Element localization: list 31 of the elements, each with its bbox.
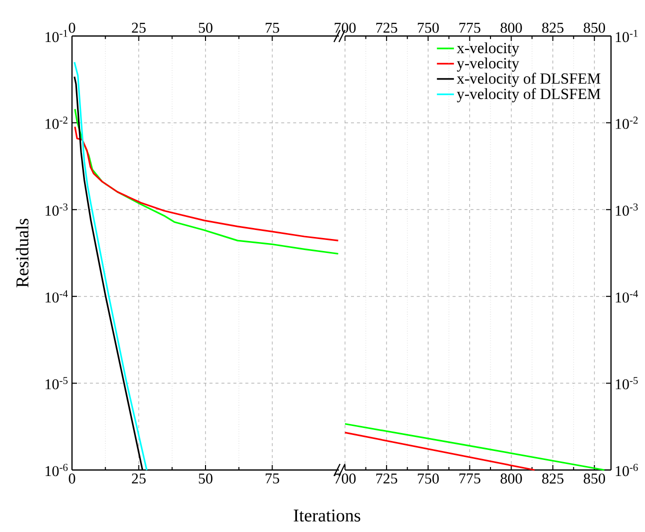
y2-tick-label: 10$^{-1}$ <box>616 30 638 42</box>
y2-tick-label: 10$^{-6}$ <box>616 464 638 476</box>
x-tick-label: 25 <box>132 22 146 33</box>
legend-label: x-velocity <box>456 42 520 56</box>
y-tick-label: 10$^{-6}$ <box>46 464 68 476</box>
x-tick-label: 800 <box>500 474 522 484</box>
y-tick-label: 10$^{-2}$ <box>46 116 68 129</box>
y-tick-label: 10$^{-3}$ <box>46 203 68 216</box>
x-tick-label: 775 <box>459 474 480 484</box>
legend-label: x-velocity of DLSFEM <box>456 72 600 87</box>
y-tick-label: 10$^{-4}$ <box>46 290 68 303</box>
x-axis-title: Iterations <box>294 510 360 522</box>
y2-tick-label: 10$^{-2}$ <box>616 116 638 129</box>
line-series <box>74 108 340 255</box>
y-axis-title: Residuals <box>16 218 28 288</box>
x-tick-label: 0 <box>68 22 76 33</box>
x-tick-label: 825 <box>542 474 564 484</box>
x-tick-label: 75 <box>266 22 280 33</box>
x-tick-label: 50 <box>198 22 212 33</box>
legend-label: y-velocity <box>456 58 520 72</box>
y-tick-label: 10$^{-1}$ <box>46 30 68 42</box>
x-tick-label: 700 <box>334 474 356 484</box>
x-tick-label: 850 <box>584 474 606 484</box>
y2-tick-label: 10$^{-4}$ <box>616 290 638 303</box>
y2-tick-label: 10$^{-3}$ <box>616 203 638 216</box>
x-tick-label: 750 <box>418 474 439 484</box>
y2-tick-label: 10$^{-5}$ <box>616 377 638 390</box>
legend-label: y-velocity of DLSFEM <box>456 88 600 102</box>
line-series <box>74 126 340 242</box>
x-tick-label: 725 <box>376 474 398 484</box>
y-tick-label: 10$^{-5}$ <box>46 377 68 390</box>
